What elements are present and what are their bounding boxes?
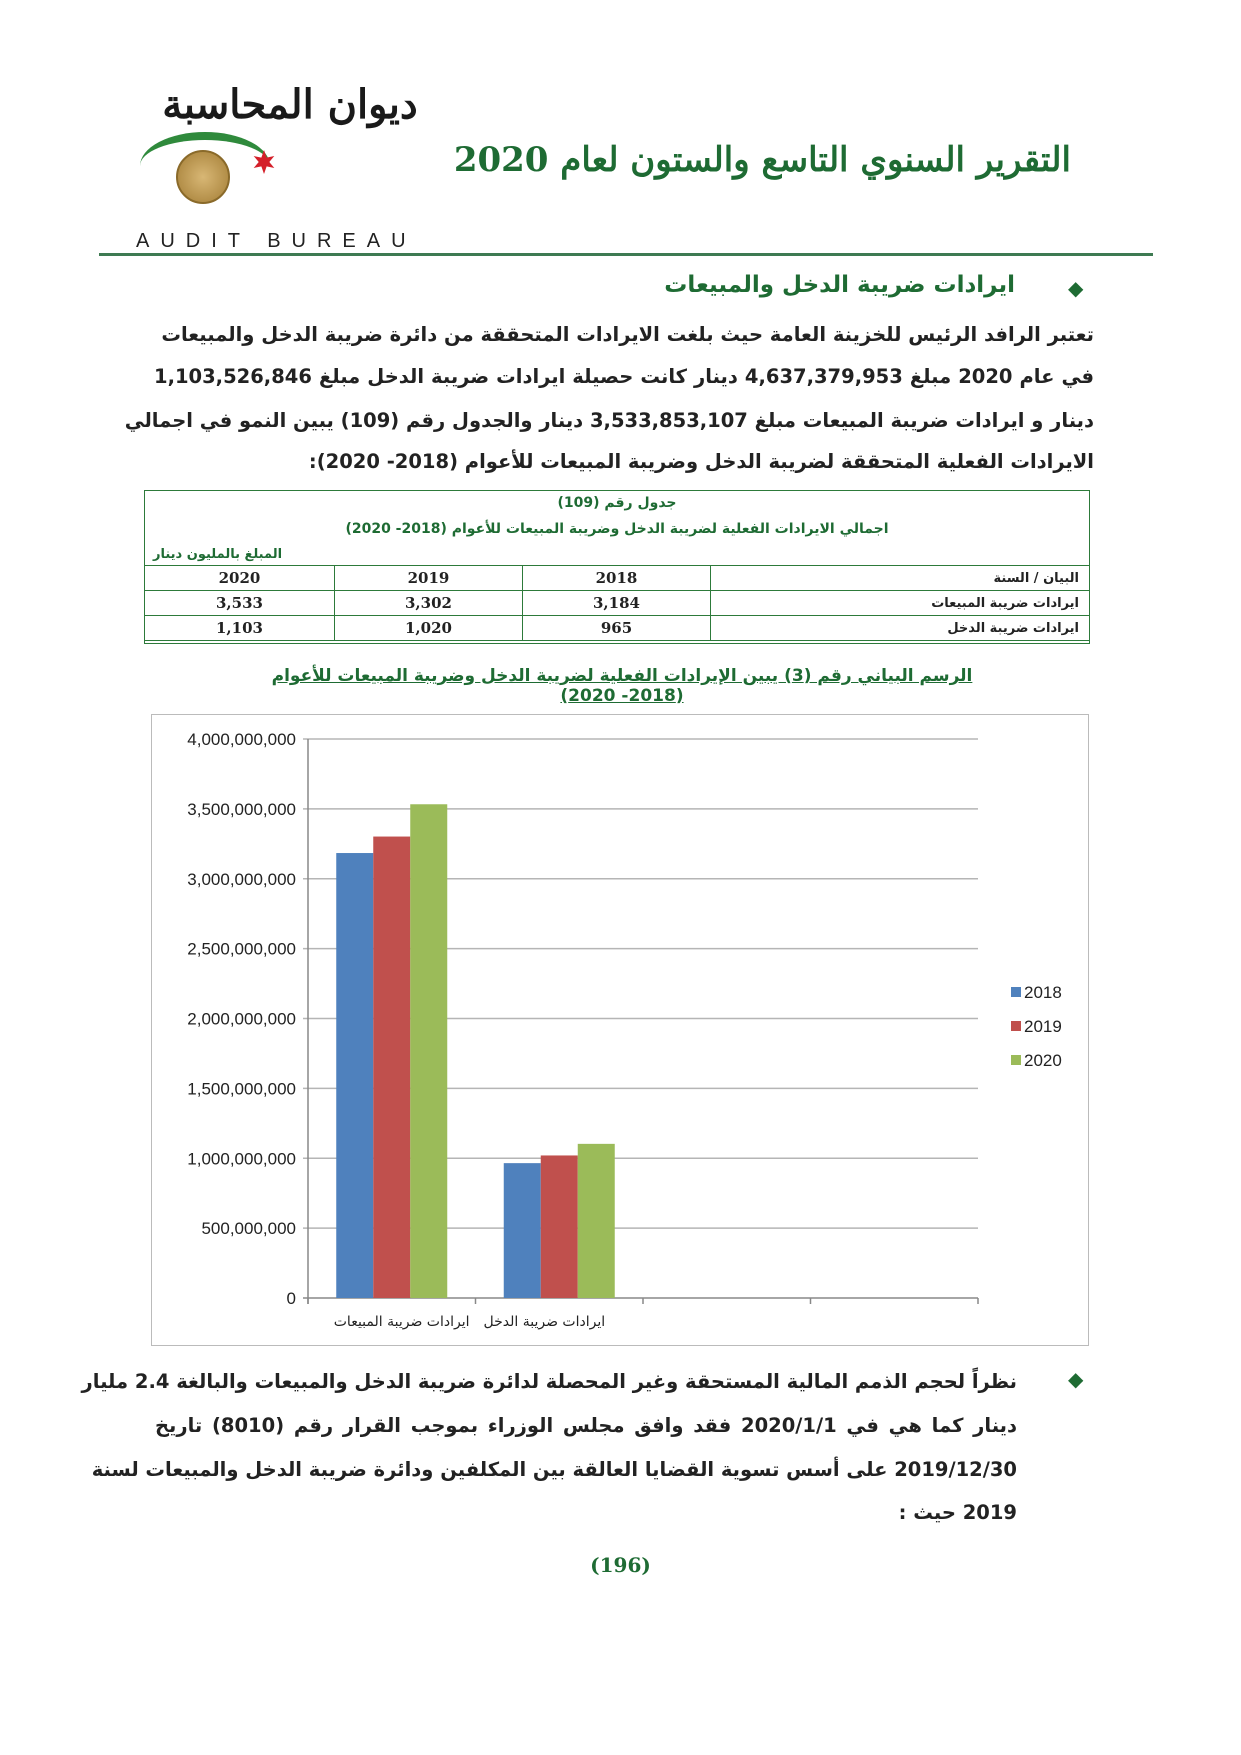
cell: 3,184: [522, 590, 711, 616]
y-tick-label: 2,000,000,000: [187, 1010, 296, 1029]
header-2020: 2020: [144, 565, 335, 591]
y-tick-label: 1,500,000,000: [187, 1079, 296, 1098]
x-category-label: ايرادات ضريبة المبيعات: [334, 1314, 470, 1330]
y-tick-label: 500,000,000: [201, 1219, 296, 1238]
legend-label: 2018: [1024, 983, 1062, 1002]
diamond-bullet-icon: ◆: [1068, 1367, 1084, 1391]
header-2019: 2019: [334, 565, 523, 591]
row-label: ايرادات ضريبة الدخل: [710, 615, 1090, 641]
cell: 1,020: [334, 615, 523, 641]
bar-2018: [336, 853, 374, 1298]
bar-2019: [373, 836, 411, 1298]
y-tick-label: 3,500,000,000: [187, 800, 296, 819]
note-line: 2019/12/30 على أسس تسوية القضايا العالقة…: [91, 1458, 1017, 1481]
note-line: 2019 حيث :: [898, 1501, 1017, 1524]
logo-arabic: ديوان المحاسبة: [162, 81, 418, 128]
cell: 3,302: [334, 590, 523, 616]
paragraph-line: دينار و ايرادات ضريبة المبيعات مبلغ 3,53…: [124, 409, 1094, 432]
legend-swatch: [1011, 1055, 1021, 1065]
table-title: اجمالي الايرادات الفعلية لضريبة الدخل وض…: [345, 521, 889, 537]
header-divider: [99, 253, 1153, 256]
table-unit: المبلغ بالمليون دينار: [153, 547, 283, 562]
note-line: دينار كما هي في 2020/1/1 فقد وافق مجلس ا…: [155, 1414, 1017, 1437]
chart-caption: الرسم البياني رقم (3) يبين الإيرادات الف…: [271, 666, 973, 706]
bar-2020: [577, 1143, 615, 1298]
paragraph-line: الايرادات الفعلية المتحققة لضريبة الدخل …: [308, 450, 1094, 473]
cell: 965: [522, 615, 711, 641]
revenue-table: جدول رقم (109) اجمالي الايرادات الفعلية …: [144, 490, 1090, 644]
logo-emblem-icon: [176, 150, 230, 204]
paragraph-line: تعتبر الرافد الرئيس للخزينة العامة حيث ب…: [161, 323, 1094, 346]
legend-swatch: [1011, 987, 1021, 997]
y-tick-label: 4,000,000,000: [187, 730, 296, 749]
table-row: 1,103 1,020 965 ايرادات ضريبة الدخل: [144, 615, 1090, 641]
bar-2019: [540, 1155, 578, 1298]
header-label: البيان / السنة: [710, 565, 1090, 591]
report-title: التقرير السنوي التاسع والستون لعام 2020: [453, 140, 1071, 180]
section-heading: ايرادات ضريبة الدخل والمبيعات: [664, 272, 1015, 298]
cell: 3,533: [144, 590, 335, 616]
legend-swatch: [1011, 1021, 1021, 1031]
cell: 1,103: [144, 615, 335, 641]
y-tick-label: 0: [287, 1289, 296, 1308]
y-tick-label: 2,500,000,000: [187, 940, 296, 959]
header-2018: 2018: [522, 565, 711, 591]
diamond-bullet-icon: ◆: [1068, 276, 1084, 300]
bar-chart: 0 500,000,000 1,000,000,000 1,500,000,000 2,…: [187, 730, 1062, 1330]
bar-2020: [410, 804, 448, 1298]
note-line: نظراً لحجم الذمم المالية المستحقة وغير ا…: [81, 1370, 1017, 1393]
bar-2018: [503, 1163, 541, 1298]
logo-flag-arc: [140, 132, 270, 200]
legend-label: 2019: [1024, 1017, 1062, 1036]
table-header-row: 2020 2019 2018 البيان / السنة: [144, 565, 1090, 591]
y-tick-label: 3,000,000,000: [187, 870, 296, 889]
chart-container: 0 500,000,000 1,000,000,000 1,500,000,000 2,…: [151, 714, 1089, 1346]
x-category-label: ايرادات ضريبة الدخل: [484, 1314, 606, 1330]
table-row: 3,533 3,302 3,184 ايرادات ضريبة المبيعات: [144, 590, 1090, 616]
table-number: جدول رقم (109): [557, 495, 677, 511]
page-number: (196): [590, 1553, 651, 1577]
paragraph-line: في عام 2020 مبلغ 4,637,379,953 دينار كان…: [154, 365, 1094, 388]
row-label: ايرادات ضريبة المبيعات: [710, 590, 1090, 616]
y-tick-label: 1,000,000,000: [187, 1149, 296, 1168]
legend-label: 2020: [1024, 1051, 1062, 1070]
logo-english: AUDIT BUREAU: [136, 230, 417, 252]
